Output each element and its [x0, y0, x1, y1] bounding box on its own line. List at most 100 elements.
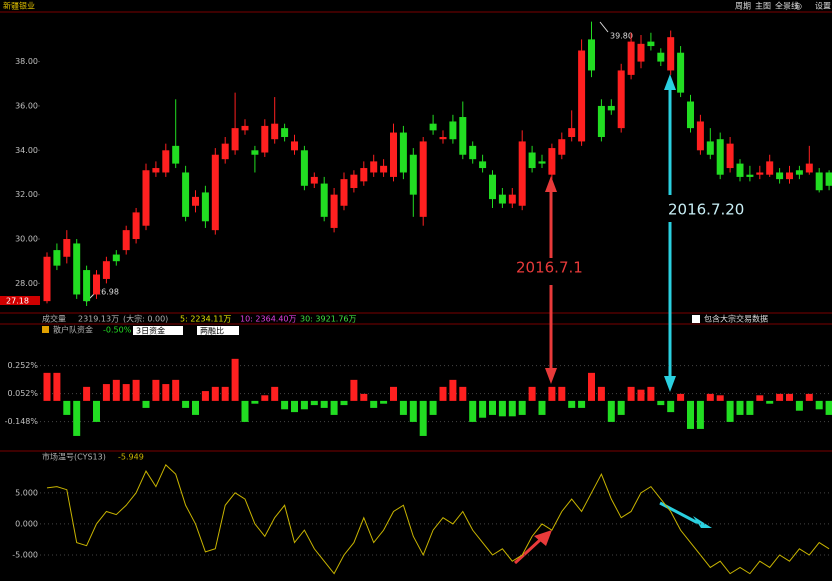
candle-body [53, 250, 61, 266]
high-label: 39.80 [610, 32, 633, 41]
menu-item[interactable]: 周期 [735, 2, 751, 11]
bar [192, 400, 199, 415]
candle-body [825, 172, 832, 186]
candle-body [805, 163, 813, 173]
bar [271, 386, 279, 401]
checkbox-label[interactable]: 包含大宗交易数据 [704, 314, 768, 324]
bar [43, 372, 51, 401]
bar [726, 400, 734, 422]
icon [42, 326, 49, 333]
bar [380, 400, 388, 404]
bar [419, 400, 427, 436]
candle-body [330, 194, 338, 228]
bar [53, 372, 61, 401]
candle-body [350, 174, 358, 189]
bar [162, 384, 170, 401]
candle-body [261, 125, 269, 153]
candle-body [647, 41, 655, 47]
bar [112, 379, 120, 401]
bar [558, 386, 566, 401]
bar [132, 379, 140, 401]
y-tick-label: 30.00 [15, 235, 38, 244]
candle-body [429, 123, 437, 131]
menu: 周期 主图 全景线◎ 设置 [735, 1, 831, 11]
ma10: 10: 2364.40万 [240, 315, 297, 324]
candle-body [201, 192, 209, 222]
candle-body [112, 254, 120, 262]
candle-body [617, 70, 625, 129]
checkbox[interactable] [692, 315, 700, 323]
bar [736, 400, 744, 415]
candle-body [498, 194, 506, 204]
menu-item[interactable]: 设置 [815, 1, 831, 11]
candle-body [696, 121, 704, 151]
bar [330, 400, 338, 415]
candle-body [558, 139, 566, 155]
menu-item[interactable]: ◎ [795, 2, 802, 11]
bar [498, 400, 506, 417]
bar [538, 400, 546, 415]
candle-body [221, 143, 229, 160]
candle-body [300, 150, 308, 186]
bar [152, 379, 160, 401]
candle-body [132, 212, 140, 240]
bar [637, 389, 645, 401]
annotation: 2016.7.1 [516, 259, 583, 277]
bar [102, 384, 110, 401]
candle-body [241, 125, 249, 131]
bar [63, 400, 71, 415]
y-tick-label: -5.000 [12, 550, 38, 559]
candle-body [637, 43, 645, 62]
bar [548, 386, 556, 401]
bar [716, 395, 724, 401]
candle-body [281, 128, 289, 137]
bar [687, 400, 694, 429]
candle-body [409, 154, 417, 195]
candle-body [479, 161, 487, 169]
annotation: 2016.7.20 [668, 201, 744, 219]
candle-body [667, 37, 675, 71]
ma30: 30: 3921.76万 [300, 315, 357, 324]
candle-body [360, 168, 368, 182]
y-tick-label: 0.052% [7, 389, 38, 398]
candle-body [43, 256, 51, 302]
bar [350, 379, 358, 401]
bar [340, 400, 348, 406]
volume-block: (大宗: 0.00) [123, 314, 168, 324]
dropdown-text[interactable]: 3日资金 [136, 326, 165, 336]
candle-body [657, 52, 665, 62]
dropdown[interactable] [197, 326, 239, 335]
last-price-tag [0, 296, 40, 305]
bar [221, 386, 229, 401]
bar [479, 400, 487, 418]
ma5: 5: 2234.11万 [180, 315, 231, 324]
candle-body [251, 150, 259, 155]
menu-item[interactable]: 主图 [755, 1, 771, 11]
candle-body [449, 121, 457, 140]
bar [360, 393, 368, 401]
annotation-arrows [85, 21, 712, 565]
indicator-name: 市场温号(CYS13) [42, 452, 106, 462]
dropdown-text[interactable]: 两融比 [200, 326, 224, 336]
bar [825, 400, 832, 415]
bar [83, 386, 91, 401]
candle-body [706, 141, 714, 155]
dropdown[interactable] [133, 326, 183, 335]
candle-body [726, 143, 734, 169]
bar [627, 386, 635, 401]
bar [261, 395, 269, 401]
bar [677, 393, 685, 401]
fund-name: 散户队资金 [53, 325, 93, 335]
candle-body [578, 50, 586, 142]
bar [805, 393, 813, 401]
bar [429, 400, 437, 415]
candle-body [142, 170, 150, 226]
candle-body [380, 165, 388, 173]
bar [667, 400, 675, 413]
bar [172, 379, 180, 401]
bar [469, 400, 477, 422]
candle-body [399, 132, 407, 173]
candle-body [766, 161, 774, 175]
menu-item[interactable]: 全景线 [775, 1, 799, 11]
candle-body [340, 179, 348, 206]
